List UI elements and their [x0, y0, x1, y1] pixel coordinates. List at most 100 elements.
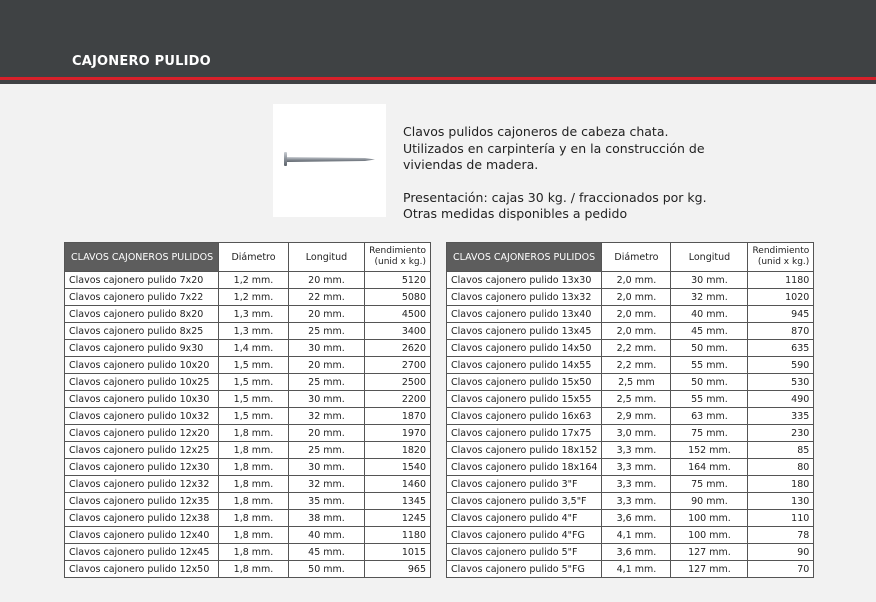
presentation-line: Otras medidas disponibles a pedido: [403, 206, 628, 221]
table-row: Clavos cajonero pulido 3,5"F 3,3 mm. 90 mm…: [445, 492, 815, 510]
diameter-cell: 2,2 mm.: [601, 339, 672, 357]
yield-cell: 2620: [364, 339, 431, 357]
diameter-cell: 2,5 mm: [601, 373, 672, 391]
product-name-cell: Clavos cajonero pulido 17x75: [445, 424, 603, 442]
length-cell: 35 mm.: [288, 492, 365, 510]
table-row: Clavos cajonero pulido 15x55 2,5 mm. 55 mm…: [445, 390, 815, 408]
table-row: Clavos cajonero pulido 4"F 3,6 mm. 100 mm.…: [445, 509, 815, 527]
length-cell: 25 mm.: [288, 373, 365, 391]
length-cell: 127 mm.: [670, 560, 749, 578]
length-cell: 55 mm.: [670, 356, 749, 374]
yield-cell: 530: [747, 373, 815, 391]
nail-icon: [284, 152, 375, 166]
diameter-cell: 1,8 mm.: [218, 492, 289, 510]
table-row: Clavos cajonero pulido 3"F 3,3 mm. 75 mm. 1…: [445, 475, 815, 493]
table-row: Clavos cajonero pulido 12x45 1,8 mm. 45 mm…: [64, 543, 431, 561]
table-row: Clavos cajonero pulido 8x25 1,3 mm. 25 mm.…: [64, 322, 431, 340]
length-cell: 90 mm.: [670, 492, 749, 510]
yield-cell: 590: [747, 356, 815, 374]
diameter-cell: 1,8 mm.: [218, 475, 289, 493]
yield-cell: 5120: [364, 271, 431, 289]
nails-table-right: CLAVOS CAJONEROS PULIDOS Diámetro Longit…: [445, 242, 815, 578]
product-name-cell: Clavos cajonero pulido 9x30: [64, 339, 219, 357]
table-row: Clavos cajonero pulido 9x30 1,4 mm. 30 mm.…: [64, 339, 431, 357]
yield-cell: 1820: [364, 441, 431, 459]
yield-cell: 2700: [364, 356, 431, 374]
yield-cell: 78: [747, 526, 815, 544]
yield-cell: 80: [747, 458, 815, 476]
diameter-cell: 1,3 mm.: [218, 322, 289, 340]
length-cell: 25 mm.: [288, 441, 365, 459]
table-row: Clavos cajonero pulido 12x25 1,8 mm. 25 mm…: [64, 441, 431, 459]
table-row: Clavos cajonero pulido 8x20 1,3 mm. 20 mm.…: [64, 305, 431, 323]
diameter-cell: 1,8 mm.: [218, 441, 289, 459]
table-row: Clavos cajonero pulido 12x35 1,8 mm. 35 mm…: [64, 492, 431, 510]
length-cell: 50 mm.: [670, 339, 749, 357]
yield-cell: 110: [747, 509, 815, 527]
product-name-cell: Clavos cajonero pulido 12x25: [64, 441, 219, 459]
table-row: Clavos cajonero pulido 4"FG 4,1 mm. 100 mm…: [445, 526, 815, 544]
product-name-cell: Clavos cajonero pulido 7x22: [64, 288, 219, 306]
product-name-cell: Clavos cajonero pulido 14x55: [445, 356, 603, 374]
diameter-cell: 1,8 mm.: [218, 458, 289, 476]
product-name-cell: Clavos cajonero pulido 10x25: [64, 373, 219, 391]
column-header-yield: Rendimiento (unid x kg.): [364, 242, 431, 272]
column-header-product: CLAVOS CAJONEROS PULIDOS: [445, 242, 603, 272]
length-cell: 40 mm.: [288, 526, 365, 544]
product-name-cell: Clavos cajonero pulido 8x25: [64, 322, 219, 340]
yield-unit: (unid x kg.): [374, 257, 426, 267]
table-row: Clavos cajonero pulido 13x45 2,0 mm. 45 mm…: [445, 322, 815, 340]
product-name-cell: Clavos cajonero pulido 12x40: [64, 526, 219, 544]
yield-cell: 965: [364, 560, 431, 578]
diameter-cell: 1,8 mm.: [218, 424, 289, 442]
table-row: Clavos cajonero pulido 10x32 1,5 mm. 32 mm…: [64, 407, 431, 425]
table-row: Clavos cajonero pulido 14x55 2,2 mm. 55 mm…: [445, 356, 815, 374]
diameter-cell: 2,0 mm.: [601, 271, 672, 289]
page-title: CAJONERO PULIDO: [72, 54, 211, 69]
table-row: Clavos cajonero pulido 12x30 1,8 mm. 30 mm…: [64, 458, 431, 476]
diameter-cell: 1,5 mm.: [218, 407, 289, 425]
length-cell: 20 mm.: [288, 356, 365, 374]
product-name-cell: Clavos cajonero pulido 15x55: [445, 390, 603, 408]
product-name-cell: Clavos cajonero pulido 16x63: [445, 407, 603, 425]
length-cell: 40 mm.: [670, 305, 749, 323]
diameter-cell: 3,3 mm.: [601, 441, 672, 459]
diameter-cell: 3,0 mm.: [601, 424, 672, 442]
yield-cell: 1180: [364, 526, 431, 544]
column-header-diameter: Diámetro: [601, 242, 672, 272]
product-name-cell: Clavos cajonero pulido 10x32: [64, 407, 219, 425]
product-name-cell: Clavos cajonero pulido 8x20: [64, 305, 219, 323]
length-cell: 22 mm.: [288, 288, 365, 306]
yield-cell: 1540: [364, 458, 431, 476]
yield-cell: 1460: [364, 475, 431, 493]
diameter-cell: 2,9 mm.: [601, 407, 672, 425]
product-name-cell: Clavos cajonero pulido 3,5"F: [445, 492, 603, 510]
table-row: Clavos cajonero pulido 7x22 1,2 mm. 22 mm.…: [64, 288, 431, 306]
yield-cell: 130: [747, 492, 815, 510]
table-row: Clavos cajonero pulido 13x30 2,0 mm. 30 mm…: [445, 271, 815, 289]
length-cell: 63 mm.: [670, 407, 749, 425]
diameter-cell: 3,6 mm.: [601, 543, 672, 561]
diameter-cell: 1,5 mm.: [218, 390, 289, 408]
length-cell: 32 mm.: [288, 475, 365, 493]
product-name-cell: Clavos cajonero pulido 15x50: [445, 373, 603, 391]
length-cell: 55 mm.: [670, 390, 749, 408]
product-name-cell: Clavos cajonero pulido 12x35: [64, 492, 219, 510]
length-cell: 30 mm.: [288, 458, 365, 476]
yield-cell: 945: [747, 305, 815, 323]
product-description: Clavos pulidos cajoneros de cabeza chata…: [403, 124, 707, 223]
diameter-cell: 1,5 mm.: [218, 356, 289, 374]
table-row: Clavos cajonero pulido 15x50 2,5 mm 50 mm.…: [445, 373, 815, 391]
length-cell: 20 mm.: [288, 424, 365, 442]
diameter-cell: 1,2 mm.: [218, 288, 289, 306]
yield-cell: 70: [747, 560, 815, 578]
product-name-cell: Clavos cajonero pulido 10x20: [64, 356, 219, 374]
product-name-cell: Clavos cajonero pulido 18x152: [445, 441, 603, 459]
top-banner: [0, 0, 876, 84]
length-cell: 30 mm.: [670, 271, 749, 289]
product-name-cell: Clavos cajonero pulido 12x20: [64, 424, 219, 442]
table-row: Clavos cajonero pulido 14x50 2,2 mm. 50 mm…: [445, 339, 815, 357]
diameter-cell: 3,3 mm.: [601, 458, 672, 476]
diameter-cell: 1,2 mm.: [218, 271, 289, 289]
yield-cell: 870: [747, 322, 815, 340]
